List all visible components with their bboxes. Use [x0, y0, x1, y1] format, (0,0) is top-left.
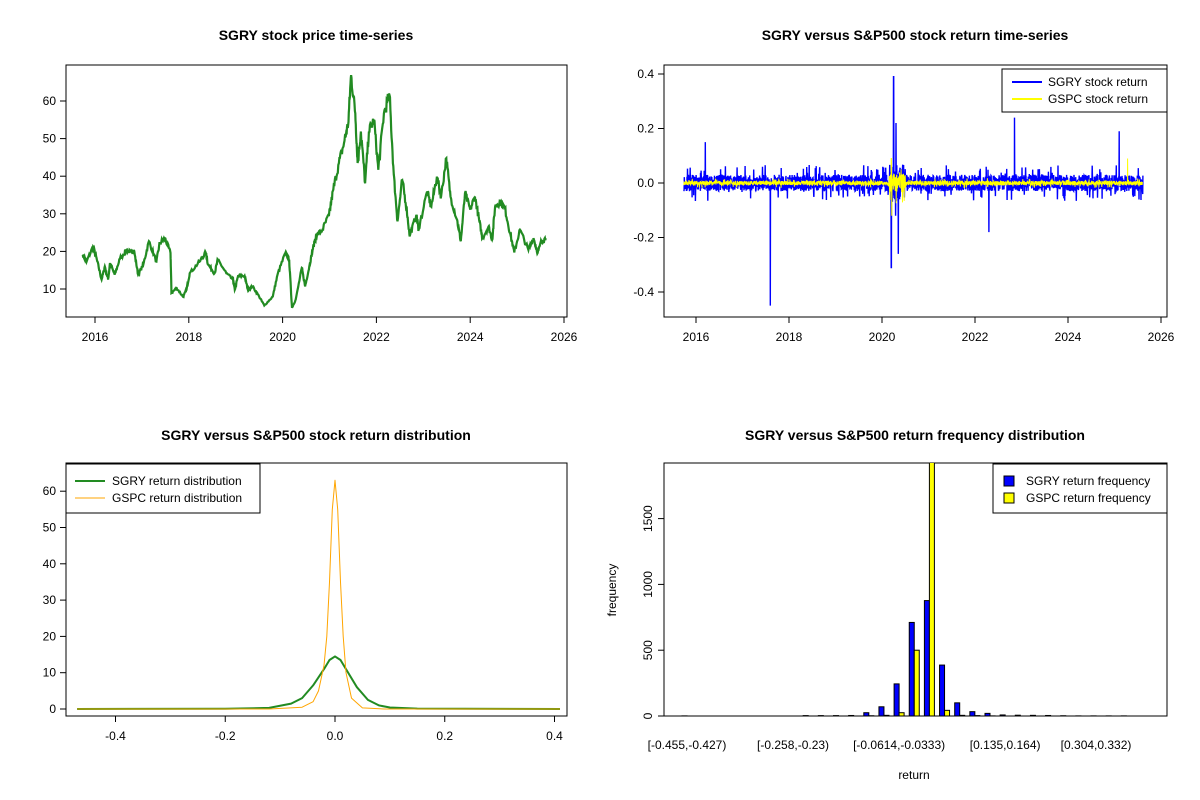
panel-price: SGRY stock price time-series 2016 2018 202… [43, 27, 578, 344]
legend-label: GSPC return frequency [1026, 491, 1151, 505]
x-tick-label: 2016 [683, 330, 710, 344]
bar-sgry [954, 702, 961, 716]
density-line-gspc [77, 479, 560, 710]
y-tick-label: 50 [43, 132, 57, 146]
bar-sgry [939, 664, 946, 716]
x-tick-label: 2026 [551, 330, 578, 344]
x-tick-label: [-0.0614,-0.0333) [853, 738, 945, 752]
y-tick-label: 1000 [641, 571, 655, 598]
x-tick-label: [0.135,0.164) [970, 738, 1041, 752]
legend-swatch [1003, 492, 1015, 504]
bar-gspc [898, 712, 905, 716]
x-tick-label: 2018 [776, 330, 803, 344]
density-line-sgry [77, 655, 561, 710]
x-tick-label: -0.2 [215, 729, 236, 743]
x-tick-label: -0.4 [105, 729, 126, 743]
x-tick-label: [-0.455,-0.427) [648, 738, 727, 752]
bar-gspc [959, 714, 966, 716]
y-tick-label: 20 [43, 629, 57, 643]
y-tick-label: 10 [43, 282, 57, 296]
y-tick-label: 0.4 [637, 67, 654, 81]
chart-title: SGRY versus S&P500 return frequency dist… [745, 427, 1085, 443]
legend-label: GSPC return distribution [112, 491, 242, 505]
chart-title: SGRY stock price time-series [219, 27, 414, 43]
y-tick-label: 0.0 [637, 176, 654, 190]
bar-gspc [913, 649, 920, 716]
legend-label: SGRY stock return [1048, 75, 1148, 89]
x-tick-label: 2020 [269, 330, 296, 344]
y-tick-label: 0 [641, 712, 655, 719]
bar-sgry [863, 712, 870, 716]
chart-title: SGRY versus S&P500 stock return time-ser… [762, 27, 1069, 43]
bar-sgry [1029, 714, 1036, 716]
x-axis-label: return [898, 768, 929, 782]
bar-sgry [1045, 714, 1052, 716]
bar-sgry [848, 714, 855, 716]
y-axis-label: frequency [605, 564, 619, 617]
y-tick-label: 10 [43, 666, 57, 680]
bar-sgry [999, 714, 1006, 716]
bar-sgry [1014, 714, 1021, 716]
y-tick-label: 1500 [641, 505, 655, 532]
x-tick-label: 2020 [869, 330, 896, 344]
y-tick-label: -0.2 [633, 231, 654, 245]
y-tick-label: 60 [43, 484, 57, 498]
x-tick-label: [-0.258,-0.23) [757, 738, 829, 752]
bar-sgry [908, 621, 915, 716]
panel-density: SGRY versus S&P500 stock return distribu… [43, 427, 568, 743]
x-tick-label: 0.2 [436, 729, 453, 743]
legend-swatch [1003, 475, 1015, 487]
x-tick-label: 2016 [82, 330, 109, 344]
bar-sgry [984, 712, 991, 716]
y-tick-label: 0 [49, 702, 56, 716]
x-tick-label: 2024 [1055, 330, 1082, 344]
plot-frame [65, 64, 568, 318]
legend [65, 463, 261, 514]
y-tick-label: -0.4 [633, 285, 654, 299]
bar-gspc [928, 463, 935, 716]
panel-histogram: SGRY versus S&P500 return frequency dist… [605, 427, 1168, 782]
bars [681, 463, 1132, 716]
x-tick-label: 2026 [1148, 330, 1175, 344]
y-tick-label: 20 [43, 244, 57, 258]
x-tick-label: 2022 [363, 330, 390, 344]
y-tick-label: 40 [43, 557, 57, 571]
legend [1001, 68, 1168, 113]
bar-sgry [969, 711, 976, 716]
x-tick-label: 2024 [457, 330, 484, 344]
y-tick-label: 60 [43, 94, 57, 108]
legend [992, 463, 1168, 514]
legend-label: SGRY return distribution [112, 474, 242, 488]
chart-title: SGRY versus S&P500 stock return distribu… [161, 427, 471, 443]
panel-returns: SGRY versus S&P500 stock return time-ser… [633, 27, 1174, 344]
y-tick-label: 30 [43, 207, 57, 221]
y-tick-label: 50 [43, 521, 57, 535]
y-tick-label: 30 [43, 593, 57, 607]
x-tick-label: 2018 [175, 330, 202, 344]
y-tick-label: 0.2 [637, 122, 654, 136]
bar-sgry [893, 683, 900, 716]
x-tick-label: [0.304,0.332) [1061, 738, 1132, 752]
bar-gspc [944, 709, 951, 716]
bar-sgry [878, 706, 885, 716]
y-tick-label: 40 [43, 169, 57, 183]
bar-gspc [883, 714, 890, 716]
y-tick-label: 500 [641, 640, 655, 660]
bar-sgry [923, 600, 930, 716]
legend-label: SGRY return frequency [1026, 474, 1150, 488]
price-line [81, 74, 547, 309]
x-tick-label: 0.0 [327, 729, 344, 743]
return-line-gspc [683, 158, 1144, 216]
legend-label: GSPC stock return [1048, 92, 1148, 106]
x-tick-label: 0.4 [546, 729, 563, 743]
x-tick-label: 2022 [962, 330, 989, 344]
